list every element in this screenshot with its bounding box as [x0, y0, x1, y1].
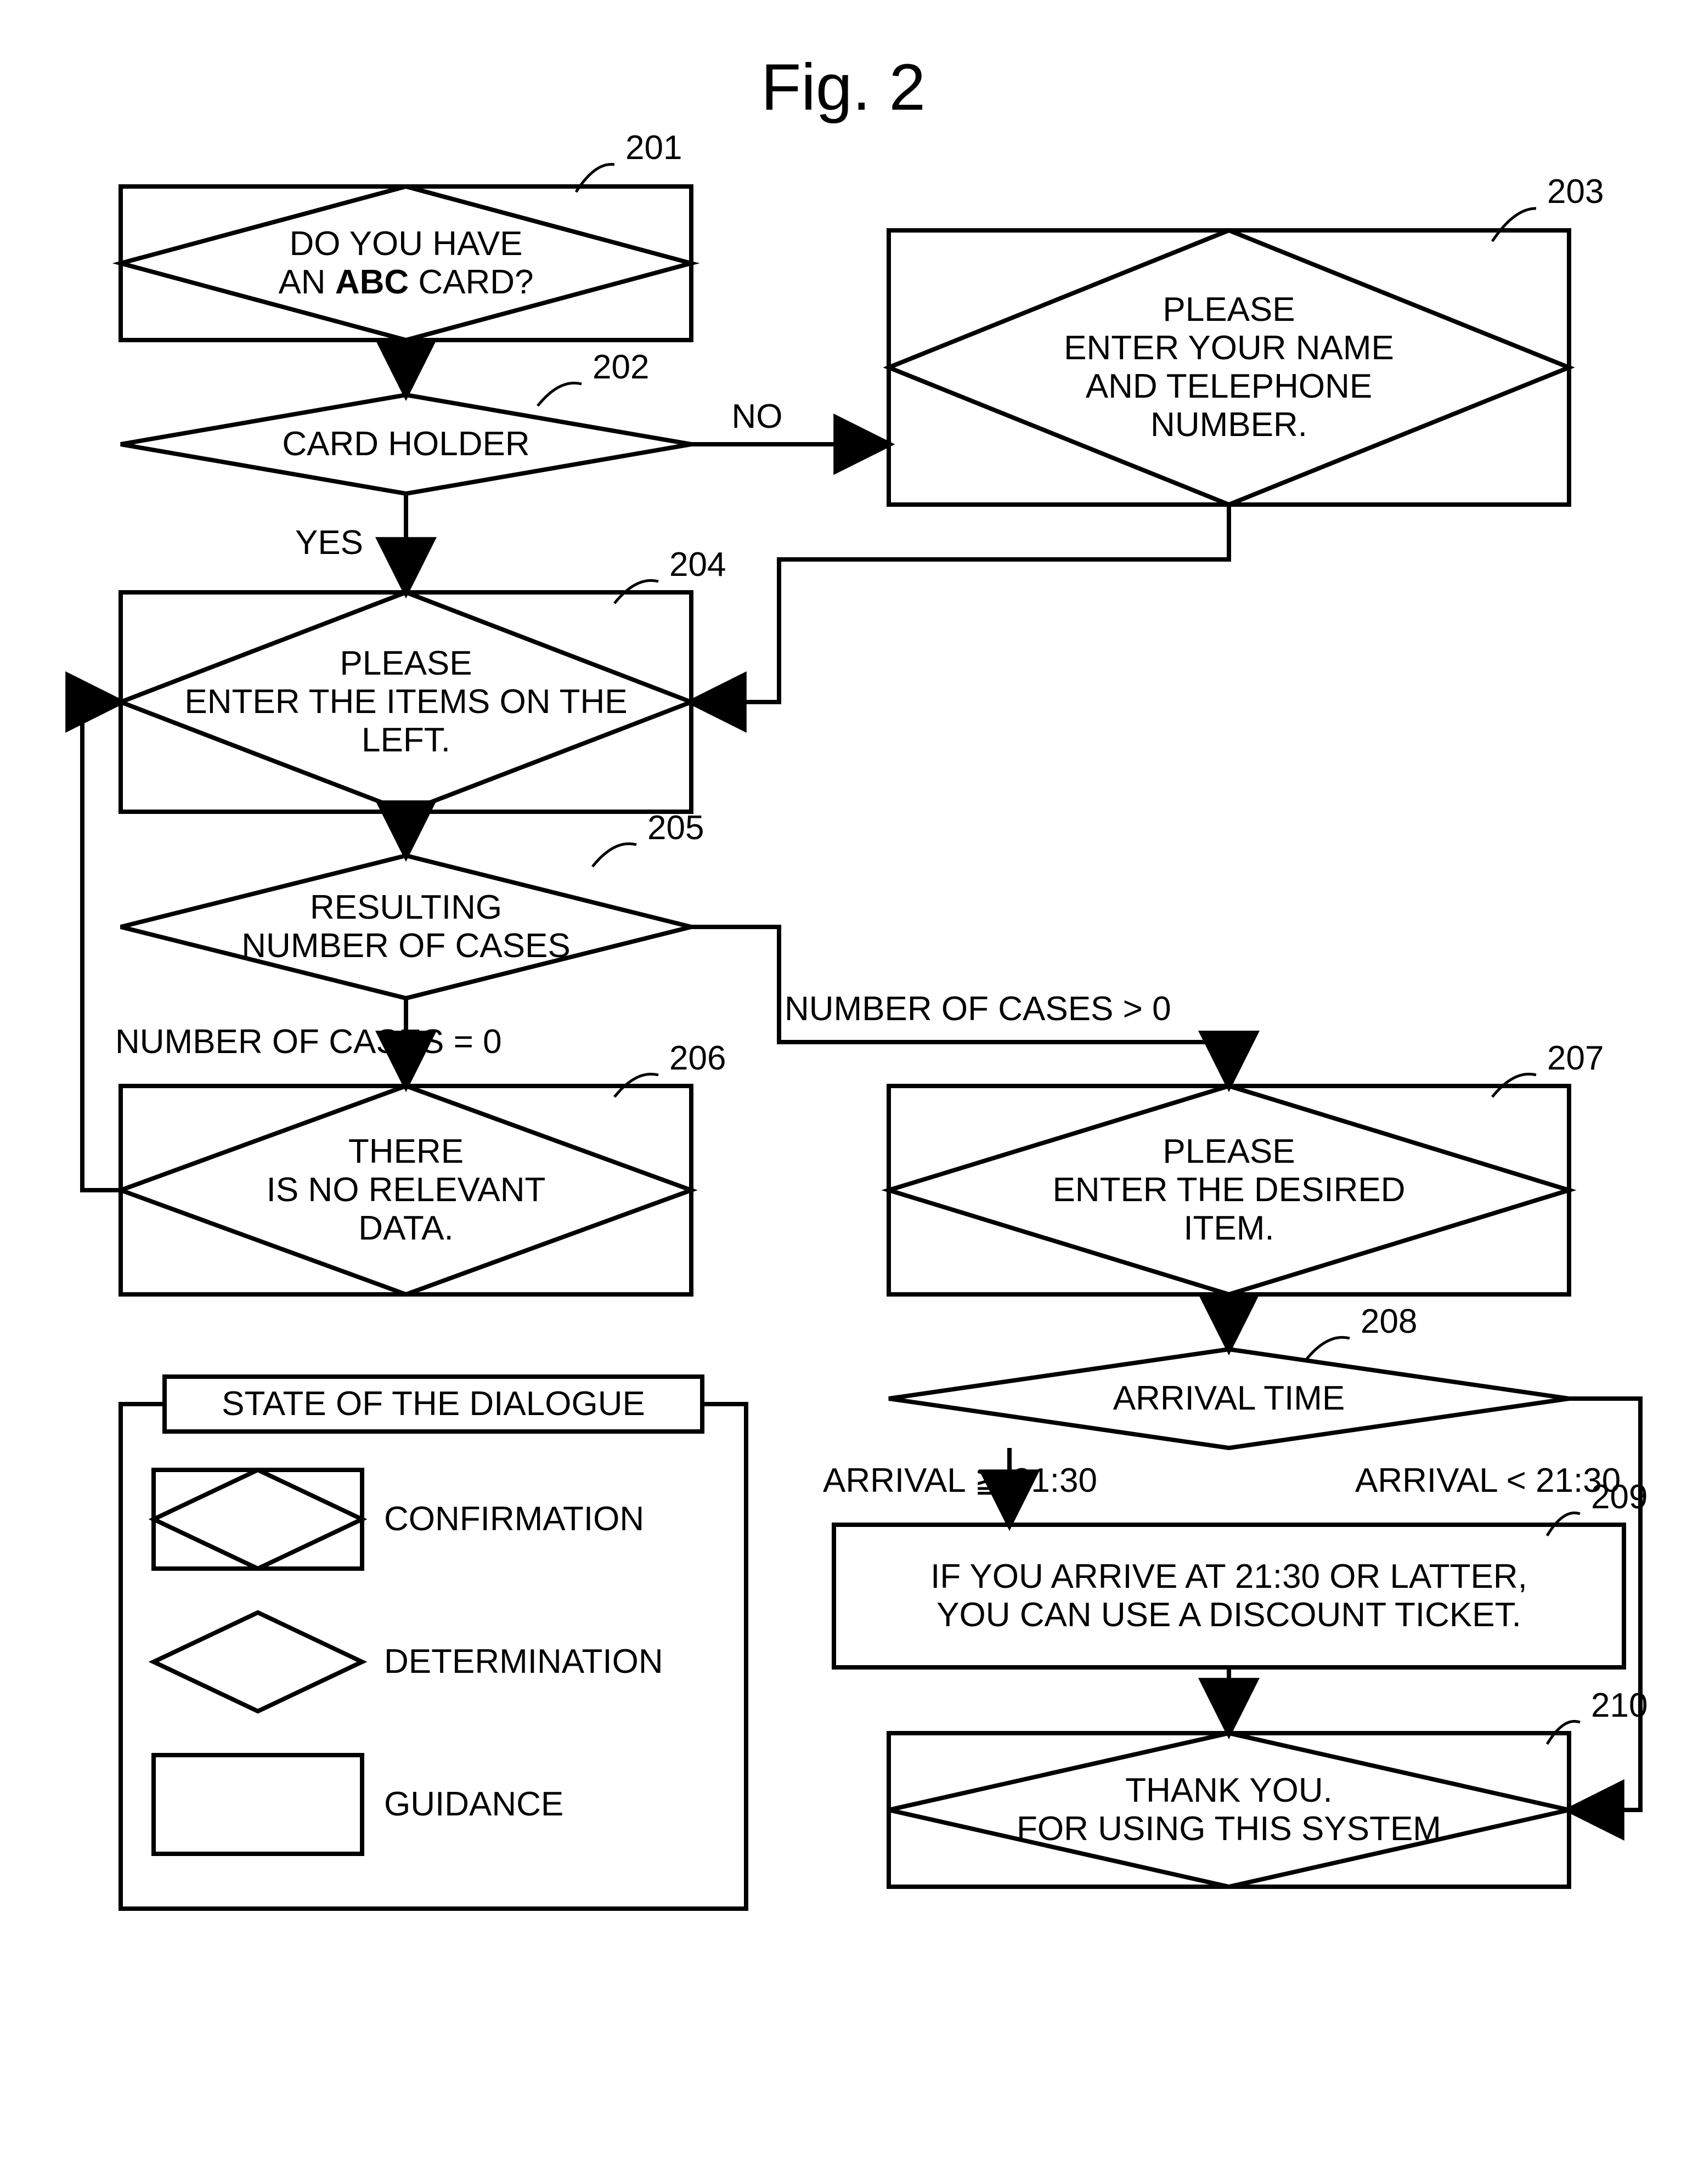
edge-2: NO [691, 398, 889, 444]
svg-text:YES: YES [295, 524, 363, 562]
edge-3 [691, 505, 1229, 702]
node-n209: IF YOU ARRIVE AT 21:30 OR LATTER,YOU CAN… [834, 1525, 1624, 1667]
svg-text:ARRIVAL ≧ 21:30: ARRIVAL ≧ 21:30 [823, 1462, 1097, 1500]
svg-text:PLEASE: PLEASE [340, 644, 472, 682]
svg-text:RESULTING: RESULTING [310, 889, 502, 926]
svg-text:DO YOU HAVE: DO YOU HAVE [290, 225, 523, 263]
node-n203: PLEASEENTER YOUR NAMEAND TELEPHONENUMBER… [889, 230, 1569, 505]
svg-text:ITEM.: ITEM. [1183, 1209, 1274, 1247]
svg-text:205: 205 [647, 809, 704, 847]
ref-202: 202 [538, 348, 649, 406]
svg-text:GUIDANCE: GUIDANCE [384, 1785, 563, 1823]
svg-text:DATA.: DATA. [358, 1209, 453, 1247]
node-n208: ARRIVAL TIME [889, 1349, 1569, 1448]
svg-text:204: 204 [669, 546, 726, 584]
svg-text:ARRIVAL TIME: ARRIVAL TIME [1113, 1379, 1345, 1417]
svg-text:LEFT.: LEFT. [362, 721, 450, 759]
svg-text:NO: NO [732, 398, 783, 435]
svg-text:THANK YOU.: THANK YOU. [1125, 1772, 1333, 1809]
svg-text:208: 208 [1361, 1303, 1417, 1340]
diagram-canvas: YES NO NUMBER OF CASES = 0 NUMBER OF CASES … [0, 0, 1687, 2184]
svg-text:201: 201 [625, 129, 682, 167]
ref-210: 210 [1547, 1687, 1647, 1744]
ref-208: 208 [1306, 1303, 1417, 1360]
svg-text:NUMBER OF CASES = 0: NUMBER OF CASES = 0 [115, 1023, 502, 1061]
legend-item-confirmation: CONFIRMATION [154, 1470, 644, 1569]
svg-text:NUMBER OF CASES: NUMBER OF CASES [241, 927, 570, 965]
svg-text:ARRIVAL < 21:30: ARRIVAL < 21:30 [1355, 1462, 1621, 1500]
node-n202: CARD HOLDER [121, 395, 691, 494]
ref-206: 206 [614, 1039, 726, 1097]
svg-text:PLEASE: PLEASE [1163, 1133, 1295, 1170]
node-n201: DO YOU HAVEAN ABC CARD? [121, 186, 691, 340]
svg-text:202: 202 [593, 348, 649, 386]
node-n204: PLEASEENTER THE ITEMS ON THELEFT. [121, 592, 691, 812]
svg-text:NUMBER.: NUMBER. [1150, 406, 1307, 444]
ref-207: 207 [1492, 1039, 1604, 1097]
node-n205: RESULTINGNUMBER OF CASES [121, 856, 691, 998]
svg-text:STATE OF THE DIALOGUE: STATE OF THE DIALOGUE [222, 1385, 645, 1423]
ref-204: 204 [614, 546, 726, 603]
node-n206: THEREIS NO RELEVANTDATA. [121, 1086, 691, 1294]
ref-205: 205 [593, 809, 704, 867]
svg-text:210: 210 [1591, 1687, 1647, 1724]
svg-text:THERE: THERE [348, 1133, 464, 1170]
svg-text:CONFIRMATION: CONFIRMATION [384, 1500, 644, 1538]
svg-text:ENTER THE DESIRED: ENTER THE DESIRED [1052, 1171, 1405, 1209]
figure-title: Fig. 2 [761, 50, 926, 124]
edge-7 [82, 702, 121, 1190]
node-n207: PLEASEENTER THE DESIREDITEM. [889, 1086, 1569, 1294]
svg-text:209: 209 [1591, 1478, 1647, 1516]
svg-text:YOU CAN USE A DISCOUNT TICKET.: YOU CAN USE A DISCOUNT TICKET. [936, 1596, 1521, 1634]
legend-item-guidance: GUIDANCE [154, 1755, 563, 1854]
edge-5: NUMBER OF CASES = 0 [115, 998, 502, 1086]
node-n210: THANK YOU.FOR USING THIS SYSTEM [889, 1733, 1569, 1887]
svg-text:AN ABC CARD?: AN ABC CARD? [278, 263, 533, 301]
edge-1: YES [295, 494, 406, 592]
svg-text:207: 207 [1547, 1039, 1604, 1077]
svg-text:DETERMINATION: DETERMINATION [384, 1643, 663, 1681]
svg-text:206: 206 [669, 1039, 726, 1077]
svg-text:IS NO RELEVANT: IS NO RELEVANT [267, 1171, 546, 1209]
legend-item-determination: DETERMINATION [154, 1612, 663, 1711]
svg-text:NUMBER OF CASES > 0: NUMBER OF CASES > 0 [785, 990, 1171, 1028]
svg-text:203: 203 [1547, 173, 1604, 211]
ref-201: 201 [576, 129, 682, 192]
svg-text:AND TELEPHONE: AND TELEPHONE [1086, 367, 1373, 405]
svg-text:ENTER YOUR NAME: ENTER YOUR NAME [1064, 329, 1394, 367]
svg-text:IF YOU ARRIVE AT 21:30 OR LATT: IF YOU ARRIVE AT 21:30 OR LATTER, [930, 1558, 1527, 1595]
svg-text:ENTER THE ITEMS ON THE: ENTER THE ITEMS ON THE [184, 683, 627, 721]
edge-6: NUMBER OF CASES > 0 [691, 927, 1229, 1086]
svg-text:PLEASE: PLEASE [1163, 291, 1295, 329]
svg-text:CARD HOLDER: CARD HOLDER [282, 425, 529, 463]
svg-text:FOR USING THIS SYSTEM: FOR USING THIS SYSTEM [1017, 1810, 1441, 1848]
edge-9: ARRIVAL ≧ 21:30 [823, 1448, 1097, 1525]
